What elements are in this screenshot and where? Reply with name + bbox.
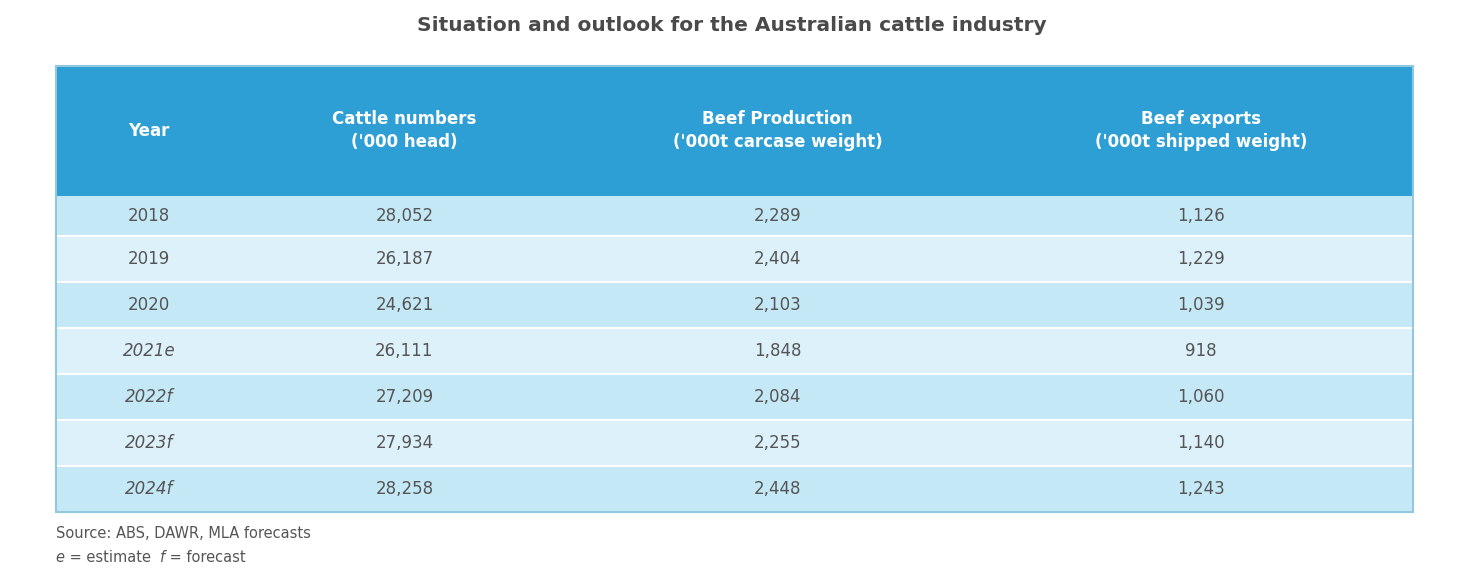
Bar <box>56 66 1413 196</box>
Text: Source: ABS, DAWR, MLA forecasts: Source: ABS, DAWR, MLA forecasts <box>56 526 310 540</box>
Text: 1,848: 1,848 <box>754 342 801 360</box>
Text: 27,209: 27,209 <box>375 388 433 406</box>
Text: 2020: 2020 <box>129 296 170 314</box>
Text: 27,934: 27,934 <box>375 434 433 452</box>
Text: 2018: 2018 <box>129 206 170 225</box>
Text: = estimate: = estimate <box>64 550 160 565</box>
Text: 26,111: 26,111 <box>375 342 433 360</box>
Text: Situation and outlook for the Australian cattle industry: Situation and outlook for the Australian… <box>417 16 1047 36</box>
Text: Beef Production
('000t carcase weight): Beef Production ('000t carcase weight) <box>673 110 883 151</box>
Text: 2,289: 2,289 <box>754 206 801 225</box>
Text: f: f <box>160 550 165 565</box>
Text: 26,187: 26,187 <box>375 250 433 268</box>
Bar <box>56 466 1413 512</box>
Text: Cattle numbers
('000 head): Cattle numbers ('000 head) <box>332 110 477 151</box>
Text: 24,621: 24,621 <box>375 296 433 314</box>
Bar <box>56 328 1413 374</box>
Bar <box>56 282 1413 328</box>
Text: 28,052: 28,052 <box>375 206 433 225</box>
Text: 2,448: 2,448 <box>754 480 801 498</box>
Text: 2,404: 2,404 <box>754 250 801 268</box>
Bar <box>56 236 1413 282</box>
Bar <box>56 420 1413 466</box>
Text: 1,039: 1,039 <box>1177 296 1225 314</box>
Text: 1,060: 1,060 <box>1177 388 1225 406</box>
Text: Beef exports
('000t shipped weight): Beef exports ('000t shipped weight) <box>1095 110 1307 151</box>
Text: 2022f: 2022f <box>124 388 173 406</box>
Text: 2,255: 2,255 <box>754 434 801 452</box>
Text: e: e <box>56 550 64 565</box>
Bar <box>56 374 1413 420</box>
Text: = forecast: = forecast <box>165 550 246 565</box>
Text: Year: Year <box>129 122 170 140</box>
Text: 2023f: 2023f <box>124 434 173 452</box>
Text: 1,229: 1,229 <box>1177 250 1225 268</box>
Text: 918: 918 <box>1186 342 1217 360</box>
Text: 1,126: 1,126 <box>1177 206 1225 225</box>
Text: 1,140: 1,140 <box>1177 434 1225 452</box>
Text: 1,243: 1,243 <box>1177 480 1225 498</box>
Bar <box>56 196 1413 236</box>
Text: 2021e: 2021e <box>123 342 176 360</box>
Bar <box>56 66 1413 512</box>
Text: 2024f: 2024f <box>124 480 173 498</box>
Text: 28,258: 28,258 <box>375 480 433 498</box>
Text: 2,103: 2,103 <box>754 296 801 314</box>
Text: 2,084: 2,084 <box>754 388 801 406</box>
Text: 2019: 2019 <box>129 250 170 268</box>
